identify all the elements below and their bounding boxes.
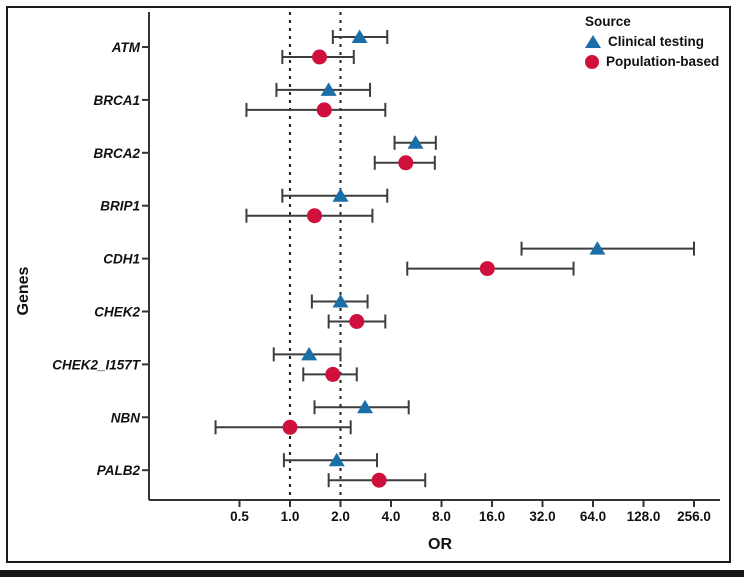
BRIP1-clinical-marker (332, 188, 349, 202)
legend-title: Source (585, 14, 631, 29)
CHEK2_I157T-clinical-marker (301, 346, 318, 361)
BRCA1-population-marker (316, 102, 332, 118)
triangle-marker-icon (585, 35, 601, 48)
scan-edge-artifact (0, 570, 744, 577)
BRCA2-clinical-marker (407, 135, 424, 149)
x-tick-label: 16.0 (479, 509, 505, 524)
ATM-clinical-marker (351, 29, 368, 43)
y-axis-title: Genes (15, 266, 32, 316)
x-tick-label: 256.0 (677, 509, 711, 524)
PALB2-population-marker (371, 472, 387, 488)
x-axis-title: OR (428, 536, 452, 553)
CHEK2-population-marker (349, 314, 365, 329)
CHEK2_I157T-population-marker (325, 366, 341, 382)
gene-label: BRCA2 (93, 146, 140, 161)
x-tick-label: 1.0 (281, 509, 300, 524)
BRCA1-clinical-marker (320, 82, 337, 96)
gene-label: CHEK2_I157T (52, 357, 142, 372)
gene-label: ATM (111, 40, 141, 55)
ATM-population-marker (312, 49, 328, 65)
x-tick-label: 4.0 (382, 509, 401, 524)
legend-label-clinical: Clinical testing (608, 34, 705, 49)
x-tick-label: 8.0 (432, 509, 451, 524)
x-tick-label: 2.0 (331, 509, 350, 524)
CHEK2-clinical-marker (332, 294, 349, 308)
gene-label: BRCA1 (93, 93, 140, 108)
BRIP1-population-marker (307, 208, 323, 224)
gene-label: NBN (111, 410, 140, 425)
CDH1-clinical-marker (589, 241, 606, 255)
NBN-clinical-marker (357, 399, 374, 414)
circle-marker-icon (585, 54, 599, 69)
BRCA2-population-marker (398, 155, 414, 171)
gene-label: BRIP1 (100, 199, 140, 214)
x-tick-label: 0.5 (230, 509, 249, 524)
x-tick-label: 64.0 (580, 509, 606, 524)
legend: Source Clinical testing Population-based (585, 14, 735, 74)
gene-label: CHEK2 (94, 305, 140, 320)
PALB2-clinical-marker (328, 452, 345, 467)
legend-item-clinical: Clinical testing (585, 34, 735, 49)
x-tick-label: 32.0 (529, 509, 555, 524)
legend-item-population: Population-based (585, 54, 735, 69)
x-tick-label: 128.0 (627, 509, 661, 524)
gene-label: PALB2 (97, 463, 141, 478)
CDH1-population-marker (479, 261, 495, 277)
gene-label: CDH1 (103, 252, 140, 267)
legend-label-population: Population-based (606, 54, 720, 69)
NBN-population-marker (282, 419, 298, 435)
